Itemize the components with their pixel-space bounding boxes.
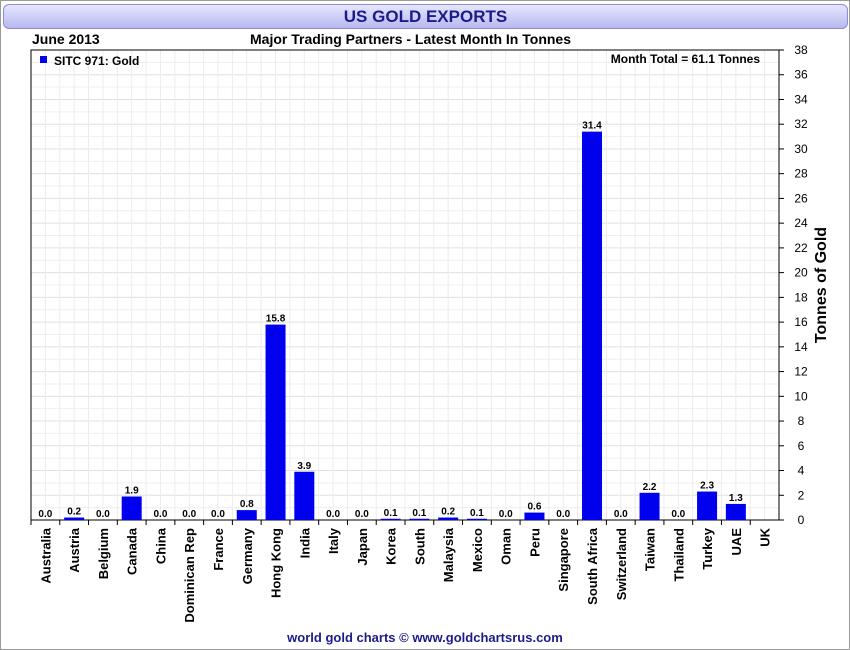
x-tick-label: Hong Kong <box>269 528 284 598</box>
x-tick-label: Belgium <box>96 528 111 579</box>
period-label: June 2013 <box>32 31 100 47</box>
x-tick-label: Dominican Rep <box>182 528 197 623</box>
bar-value-label: 0.0 <box>671 509 685 520</box>
x-tick-label: Australia <box>38 527 53 583</box>
bar <box>380 518 401 520</box>
x-tick-label: South Africa <box>585 527 600 605</box>
x-tick-label: South <box>412 528 427 565</box>
y-tick-label: 32 <box>794 117 808 131</box>
bar-value-label: 0.1 <box>412 508 426 519</box>
y-tick-label: 20 <box>794 266 808 280</box>
bar-value-label: 0.0 <box>326 509 340 520</box>
x-tick-label: Austria <box>67 527 82 573</box>
y-tick-label: 30 <box>794 142 808 156</box>
y-tick-label: 18 <box>794 290 808 304</box>
x-tick-label: China <box>153 527 168 564</box>
chart-title: US GOLD EXPORTS <box>343 7 508 26</box>
x-tick-label: Malaysia <box>441 527 456 582</box>
x-tick-label: UK <box>758 527 773 546</box>
bar-value-label: 0.0 <box>499 509 513 520</box>
bar-value-label: 0.2 <box>67 507 81 518</box>
y-tick-label: 0 <box>798 513 805 527</box>
y-tick-label: 36 <box>794 68 808 82</box>
y-tick-label: 16 <box>794 315 808 329</box>
bar-value-label: 2.2 <box>643 482 657 493</box>
bar <box>582 131 602 520</box>
bar-value-label: 1.3 <box>729 493 743 504</box>
bar <box>725 503 746 520</box>
x-tick-label: Italy <box>326 527 341 554</box>
bar-value-label: 31.4 <box>582 121 602 132</box>
bar-value-label: 2.3 <box>700 481 714 492</box>
bar <box>265 324 286 520</box>
bar-value-label: 0.8 <box>240 499 254 510</box>
y-tick-label: 34 <box>794 92 808 106</box>
x-tick-label: Canada <box>125 527 140 575</box>
y-tick-label: 22 <box>794 241 808 255</box>
x-tick-label: Oman <box>499 528 514 565</box>
bar-value-label: 15.8 <box>266 314 286 325</box>
bar <box>524 512 545 520</box>
bar <box>294 471 315 520</box>
bar-value-label: 0.0 <box>182 509 196 520</box>
x-tick-label: Taiwan <box>643 528 658 571</box>
month-total-label: Month Total = 61.1 Tonnes <box>611 52 761 66</box>
y-tick-label: 4 <box>798 464 805 478</box>
title-bar: US GOLD EXPORTS <box>3 4 848 29</box>
x-tick-label: Germany <box>240 527 255 584</box>
y-tick-label: 6 <box>798 439 805 453</box>
bar <box>64 517 85 520</box>
x-tick-label: Korea <box>384 527 399 565</box>
bar <box>466 518 487 520</box>
y-tick-label: 8 <box>798 414 805 428</box>
x-tick-label: Turkey <box>700 527 715 569</box>
bar-value-label: 0.0 <box>556 509 570 520</box>
bar-value-label: 0.0 <box>38 509 52 520</box>
bar <box>121 496 142 520</box>
legend-swatch <box>40 56 47 63</box>
y-tick-label: 10 <box>794 389 808 403</box>
x-tick-label: Switzerland <box>614 528 629 600</box>
bar <box>438 517 459 520</box>
x-tick-label: Thailand <box>671 528 686 582</box>
chart-subtitle: Major Trading Partners - Latest Month In… <box>250 31 571 47</box>
bar-value-label: 0.0 <box>154 509 168 520</box>
x-tick-label: Japan <box>355 528 370 566</box>
y-tick-label: 14 <box>794 340 808 354</box>
legend-label: SITC 971: Gold <box>54 54 139 68</box>
bar-value-label: 0.6 <box>528 502 542 513</box>
x-tick-label: India <box>297 527 312 558</box>
bar-value-label: 0.2 <box>441 507 455 518</box>
x-tick-label: Mexico <box>470 528 485 572</box>
bar <box>639 492 660 520</box>
bar <box>697 491 718 520</box>
y-tick-label: 38 <box>794 43 808 57</box>
bar-value-label: 0.1 <box>470 508 484 519</box>
bar-value-label: 0.0 <box>211 509 225 520</box>
footer-credit: world gold charts © www.goldchartsrus.co… <box>287 630 563 645</box>
x-tick-label: Singapore <box>556 528 571 592</box>
bar-value-label: 3.9 <box>297 461 311 472</box>
x-tick-label: Peru <box>527 528 542 557</box>
bar-value-label: 0.0 <box>96 509 110 520</box>
y-tick-label: 2 <box>798 488 805 502</box>
x-tick-label: France <box>211 528 226 571</box>
y-tick-label: 26 <box>794 191 808 205</box>
y-tick-label: 24 <box>794 216 808 230</box>
x-tick-label: UAE <box>729 528 744 556</box>
y-tick-label: 28 <box>794 167 808 181</box>
bar <box>236 510 257 520</box>
y-tick-label: 12 <box>794 365 808 379</box>
bar <box>409 518 430 520</box>
bar-value-label: 0.0 <box>614 509 628 520</box>
bar-value-label: 0.1 <box>384 508 398 519</box>
bar-value-label: 1.9 <box>125 486 139 497</box>
y-axis-label: Tonnes of Gold <box>813 227 830 343</box>
bar-value-label: 0.0 <box>355 509 369 520</box>
